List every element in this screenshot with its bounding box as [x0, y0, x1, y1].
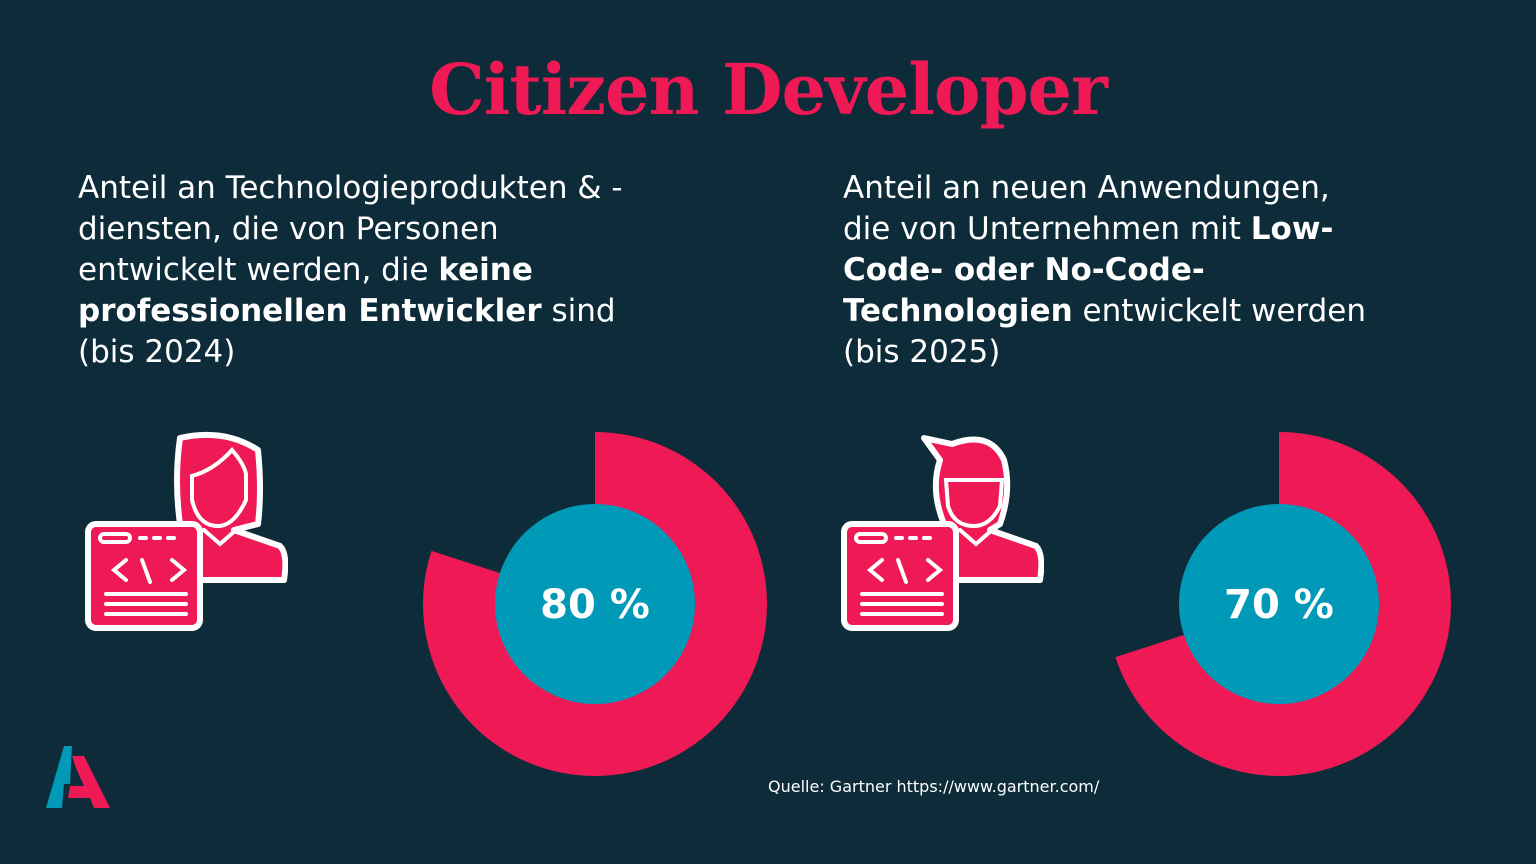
donut-center-right [1179, 504, 1379, 704]
donut-center-left [495, 504, 695, 704]
company-logo [46, 746, 110, 808]
right-description: Anteil an neuen Anwendungen, die von Unt… [843, 168, 1383, 373]
description-text: entwickelt werden (bis 2025) [843, 293, 1367, 370]
description-bold-text: Low-Code- oder No-Code-Technologien [843, 211, 1334, 329]
source-note: Quelle: Gartner https://www.gartner.com/ [768, 777, 1100, 796]
male-developer-icon [841, 435, 1044, 631]
right-value-label: 70 % [1224, 582, 1334, 628]
description-bold-text: keine professionellen Entwickler [78, 252, 542, 329]
description-text: sind (bis 2024) [78, 293, 616, 370]
female-developer-icon [85, 431, 288, 631]
description-text: Anteil an Technologieprodukten & -dienst… [78, 170, 623, 288]
left-description: Anteil an Technologieprodukten & -dienst… [78, 168, 638, 373]
left-value-label: 80 % [540, 582, 650, 628]
page-title: Citizen Developer [429, 48, 1108, 131]
description-text: Anteil an neuen Anwendungen, die von Unt… [843, 170, 1330, 247]
